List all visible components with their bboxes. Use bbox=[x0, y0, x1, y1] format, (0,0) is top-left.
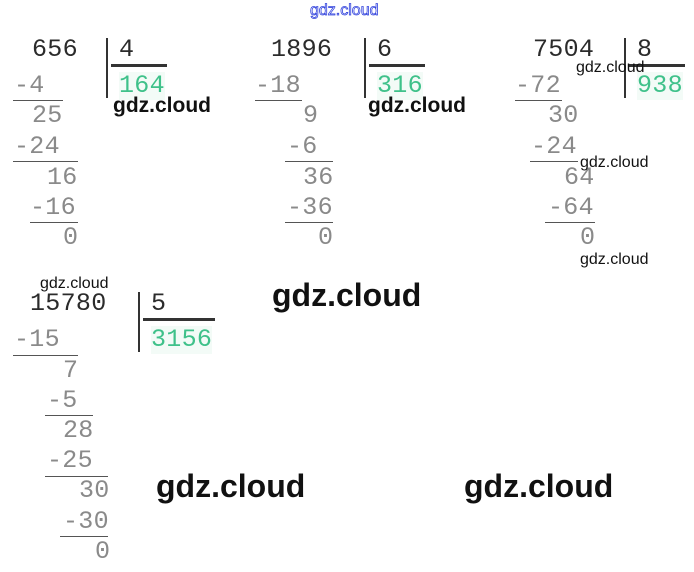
step: -36 bbox=[287, 193, 333, 222]
remainder: 0 bbox=[318, 223, 334, 252]
subtract-line bbox=[45, 476, 108, 477]
subtract-line bbox=[285, 161, 333, 162]
step: -6 bbox=[287, 132, 318, 161]
subtract-line bbox=[530, 161, 578, 162]
step: 9 bbox=[303, 101, 319, 130]
divisor: 4 bbox=[119, 35, 135, 64]
dividend: 656 bbox=[32, 35, 78, 64]
remainder: 0 bbox=[580, 223, 596, 252]
watermark: gdz.cloud bbox=[40, 275, 109, 292]
step: -72 bbox=[515, 71, 561, 100]
subtract-line bbox=[60, 536, 108, 537]
watermark: gdz.cloud bbox=[272, 277, 422, 313]
step: -4 bbox=[14, 71, 45, 100]
divisor: 8 bbox=[637, 35, 653, 64]
watermark: gdz.cloud bbox=[576, 59, 645, 76]
step: 7 bbox=[63, 356, 79, 385]
watermark: gdz.cloud bbox=[580, 251, 649, 268]
dividend: 7504 bbox=[533, 35, 595, 64]
step: 36 bbox=[303, 163, 334, 192]
step: -5 bbox=[47, 386, 78, 415]
step: -15 bbox=[14, 325, 60, 354]
step: 16 bbox=[47, 163, 78, 192]
division-bar bbox=[106, 38, 108, 98]
divisor-line bbox=[629, 64, 685, 67]
divisor-line bbox=[143, 318, 215, 321]
dividend: 1896 bbox=[271, 35, 333, 64]
step: -18 bbox=[255, 71, 301, 100]
step: -16 bbox=[30, 193, 76, 222]
step: 64 bbox=[564, 163, 595, 192]
quotient: 164 bbox=[119, 71, 165, 100]
divisor: 5 bbox=[151, 289, 167, 318]
step: 30 bbox=[79, 476, 110, 505]
subtract-line bbox=[285, 222, 333, 223]
step: 28 bbox=[63, 416, 94, 445]
quotient: 938 bbox=[637, 71, 683, 100]
watermark: gdz.cloud bbox=[113, 94, 211, 117]
step: 25 bbox=[32, 101, 63, 130]
watermark: gdz.cloud bbox=[580, 154, 649, 171]
subtract-line bbox=[545, 222, 595, 223]
step: -25 bbox=[47, 446, 93, 475]
subtract-line bbox=[13, 355, 78, 356]
remainder: 0 bbox=[95, 537, 111, 566]
watermark: gdz.cloud bbox=[310, 2, 379, 20]
subtract-line bbox=[45, 415, 93, 416]
subtract-line bbox=[30, 222, 78, 223]
watermark: gdz.cloud bbox=[464, 468, 614, 504]
dividend: 15780 bbox=[30, 289, 107, 318]
watermark: gdz.cloud bbox=[156, 468, 306, 504]
step: -24 bbox=[531, 132, 577, 161]
step: 30 bbox=[548, 101, 579, 130]
remainder: 0 bbox=[63, 223, 79, 252]
division-bar bbox=[138, 292, 140, 352]
subtract-line bbox=[255, 100, 302, 101]
step: -64 bbox=[548, 193, 594, 222]
step: -24 bbox=[14, 132, 60, 161]
subtract-line bbox=[515, 100, 562, 101]
divisor-line bbox=[111, 64, 167, 67]
subtract-line bbox=[13, 100, 63, 101]
quotient: 3156 bbox=[151, 325, 213, 354]
subtract-line bbox=[13, 161, 78, 162]
division-bar bbox=[624, 38, 626, 98]
quotient: 316 bbox=[377, 71, 423, 100]
division-bar bbox=[364, 38, 366, 98]
divisor: 6 bbox=[377, 35, 393, 64]
divisor-line bbox=[369, 64, 425, 67]
step: -30 bbox=[63, 507, 109, 536]
watermark: gdz.cloud bbox=[368, 94, 466, 117]
